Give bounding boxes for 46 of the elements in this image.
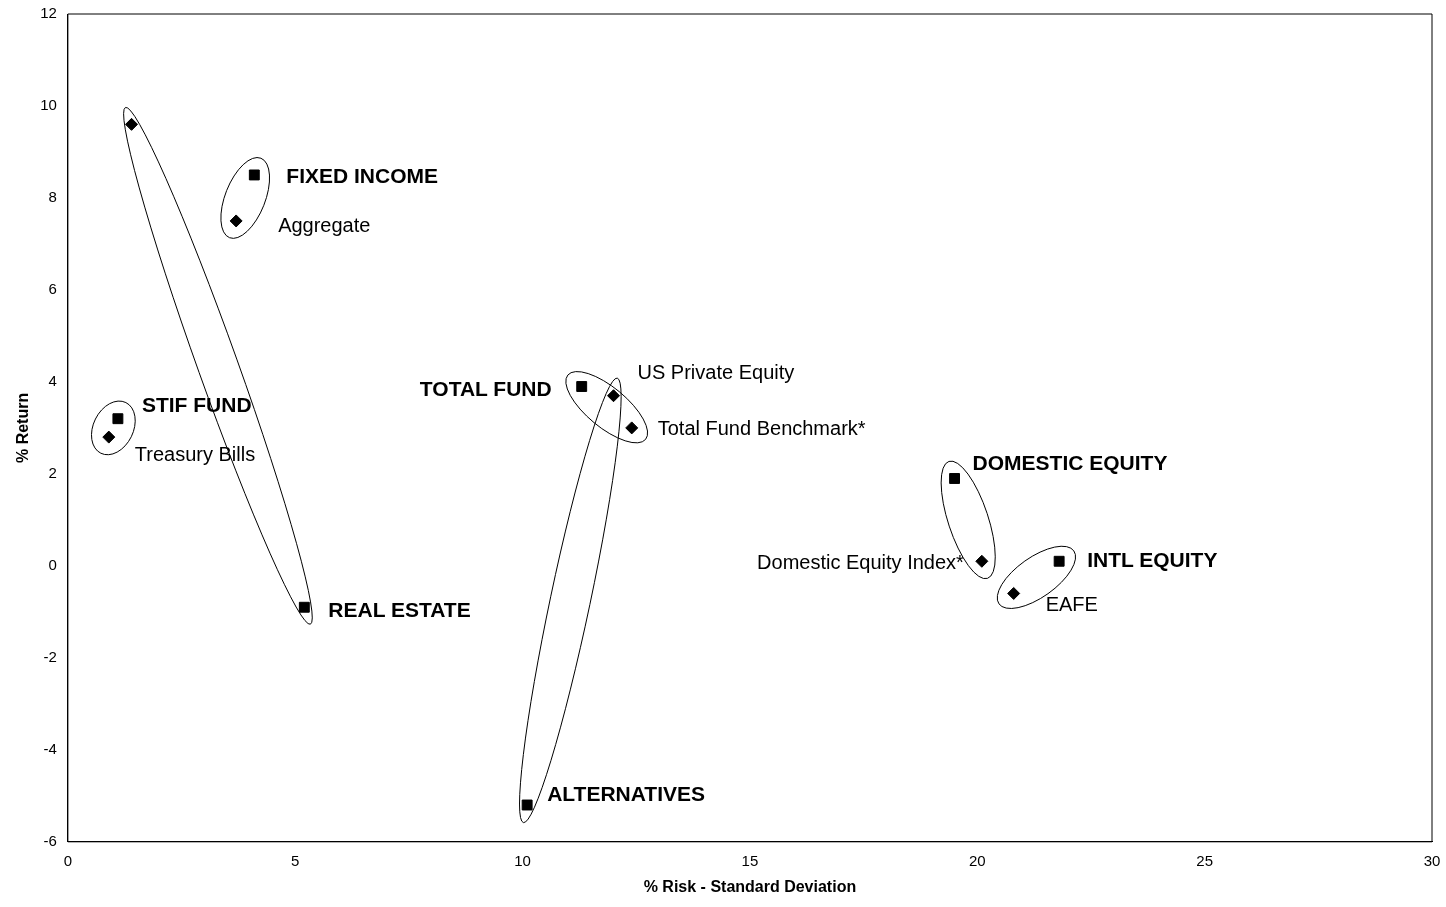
x-tick-label: 25 xyxy=(1196,851,1213,869)
x-tick-label: 20 xyxy=(968,851,986,869)
point xyxy=(1053,555,1065,567)
y-axis-title: % Return xyxy=(14,392,32,464)
y-tick-label: 12 xyxy=(40,4,57,22)
y-tick-label: 4 xyxy=(48,372,57,390)
data-label: EAFE xyxy=(1045,592,1098,615)
point xyxy=(112,413,124,425)
y-tick-label: 6 xyxy=(48,280,57,298)
point xyxy=(1007,586,1021,600)
x-tick-label: 5 xyxy=(291,851,300,869)
point xyxy=(229,214,243,228)
point xyxy=(521,799,533,811)
point xyxy=(949,473,961,484)
y-tick-label: 0 xyxy=(48,556,57,574)
point xyxy=(975,554,989,568)
x-axis-title: % Risk - Standard Deviation xyxy=(643,877,857,895)
point xyxy=(125,117,139,131)
point xyxy=(625,421,639,435)
data-label: TOTAL FUND xyxy=(419,377,552,401)
data-label: ALTERNATIVES xyxy=(547,781,706,805)
y-tick-label: 2 xyxy=(48,464,57,482)
data-label: REAL ESTATE xyxy=(328,598,471,622)
point xyxy=(248,169,260,181)
y-tick-label: 10 xyxy=(40,96,57,114)
point xyxy=(576,381,588,392)
y-tick-label: -4 xyxy=(43,739,57,757)
y-tick-label: 8 xyxy=(48,188,57,206)
data-label: STIF FUND xyxy=(141,393,252,417)
x-tick-label: 0 xyxy=(63,851,73,869)
data-label: DOMESTIC EQUITY xyxy=(972,451,1168,475)
data-label: Aggregate xyxy=(278,214,371,237)
y-tick-label: -2 xyxy=(43,647,57,665)
data-label: US Private Equity xyxy=(637,361,795,384)
x-tick-label: 10 xyxy=(514,851,531,869)
x-tick-label: 30 xyxy=(1423,851,1441,869)
point xyxy=(102,430,116,444)
point xyxy=(607,389,621,403)
data-label: Treasury Bills xyxy=(134,442,256,465)
y-tick-label: -6 xyxy=(43,831,57,849)
x-tick-label: 15 xyxy=(741,851,759,869)
point xyxy=(298,601,310,613)
data-label: FIXED INCOME xyxy=(286,163,438,187)
data-label: Total Fund Benchmark* xyxy=(657,417,866,440)
data-label: INTL EQUITY xyxy=(1087,548,1218,572)
data-label: Domestic Equity Index* xyxy=(757,550,965,573)
